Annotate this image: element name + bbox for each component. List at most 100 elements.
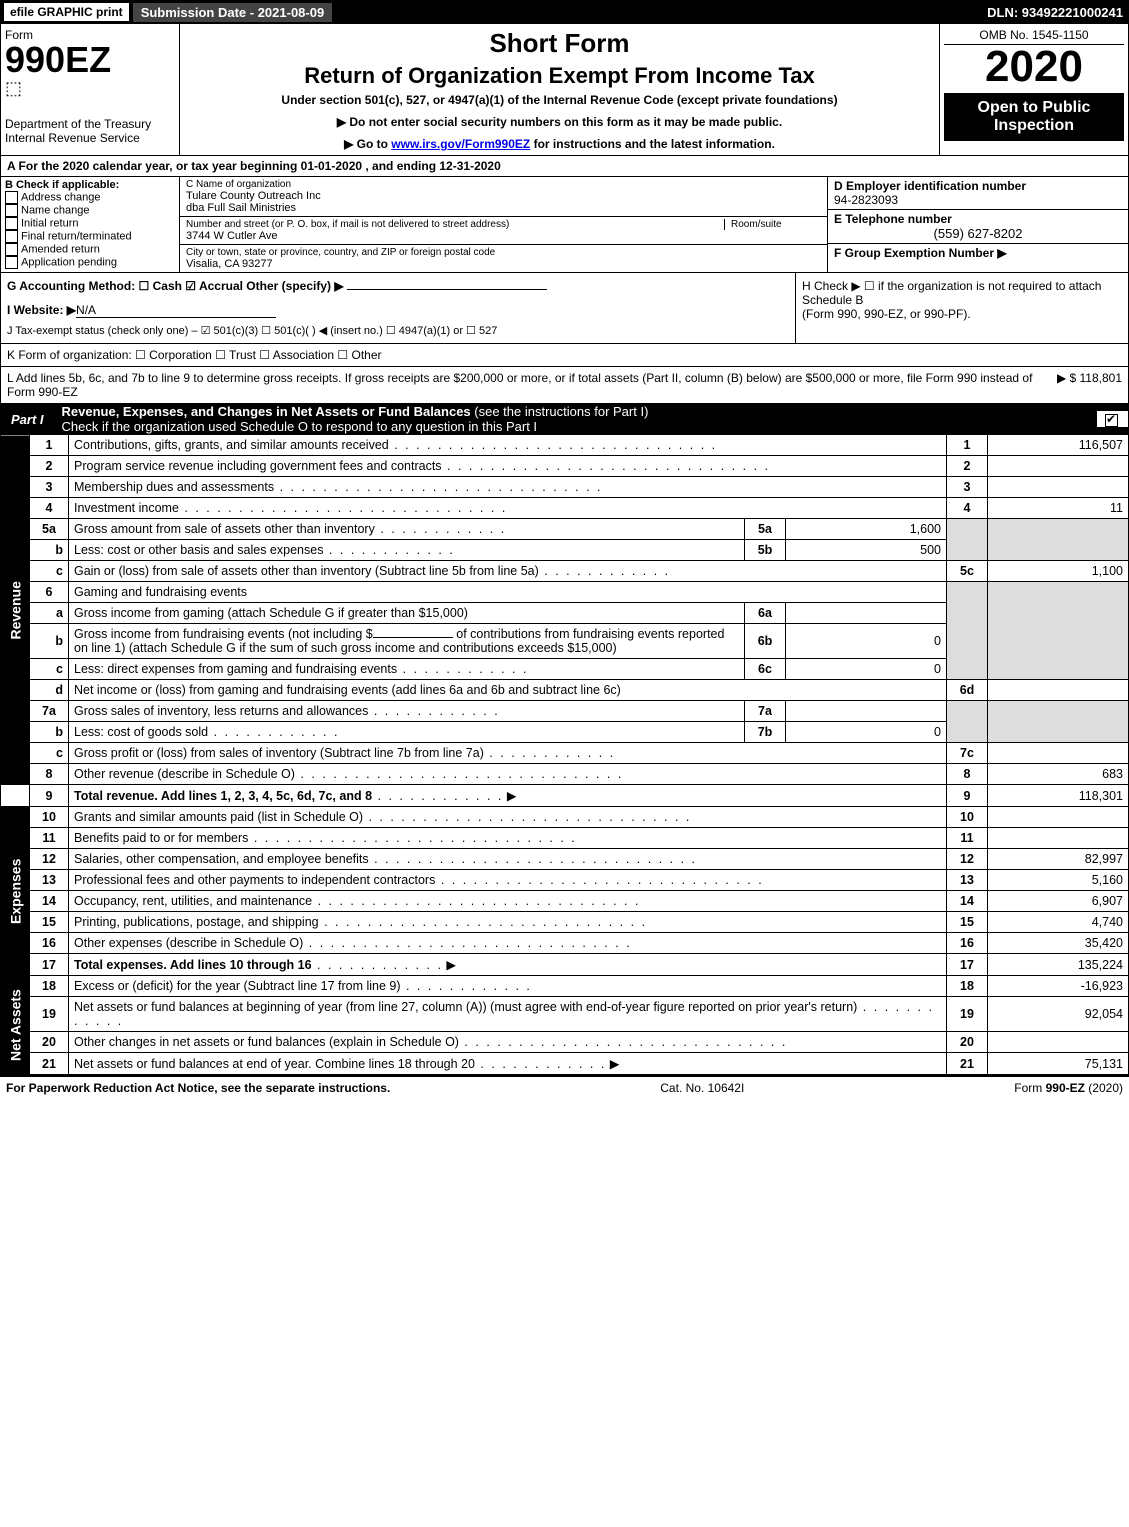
line-4-col: 4: [947, 498, 988, 519]
efile-print-button[interactable]: efile GRAPHIC print: [4, 3, 129, 21]
line-7b-num: b: [30, 722, 69, 743]
check-initial-return[interactable]: [5, 217, 18, 230]
line-1-col: 1: [947, 435, 988, 456]
line-5a-num: 5a: [30, 519, 69, 540]
line-3-desc: Membership dues and assessments: [74, 480, 602, 494]
line-9-num: 9: [30, 785, 69, 807]
ssn-warning: ▶ Do not enter social security numbers o…: [186, 115, 933, 129]
line-17-col: 17: [947, 954, 988, 976]
top-bar: efile GRAPHIC print Submission Date - 20…: [0, 0, 1129, 24]
label-application-pending: Application pending: [21, 256, 117, 268]
line-5c-val: 1,100: [988, 561, 1129, 582]
footer-cat: Cat. No. 10642I: [660, 1081, 744, 1095]
line-6c-iv: 0: [786, 659, 947, 680]
box-b: B Check if applicable: Address change Na…: [1, 177, 180, 272]
line-7b-iv: 0: [786, 722, 947, 743]
check-final-return[interactable]: [5, 230, 18, 243]
tax-year: 2020: [944, 45, 1124, 89]
check-amended-return[interactable]: [5, 243, 18, 256]
line-3-val: [988, 477, 1129, 498]
line-i-label: I Website: ▶: [7, 303, 76, 317]
line-14-desc: Occupancy, rent, utilities, and maintena…: [74, 894, 640, 908]
line-11-col: 11: [947, 828, 988, 849]
line-3-num: 3: [30, 477, 69, 498]
line-16-col: 16: [947, 933, 988, 954]
check-address-change[interactable]: [5, 191, 18, 204]
line-14-num: 14: [30, 891, 69, 912]
line-5b-desc: Less: cost or other basis and sales expe…: [74, 543, 455, 557]
line-4-num: 4: [30, 498, 69, 519]
line-6b-il: 6b: [745, 624, 786, 659]
line-6a-desc: Gross income from gaming (attach Schedul…: [69, 603, 745, 624]
line-18-desc: Excess or (deficit) for the year (Subtra…: [74, 979, 532, 993]
room-suite-label: Room/suite: [724, 219, 821, 230]
box-f-label: F Group Exemption Number ▶: [834, 246, 1007, 260]
dept-treasury: Department of the Treasury: [5, 117, 175, 131]
line-8-num: 8: [30, 764, 69, 785]
line-19-val: 92,054: [988, 997, 1129, 1032]
line-2-val: [988, 456, 1129, 477]
irs-label: Internal Revenue Service: [5, 131, 175, 145]
part-1-header: Part I Revenue, Expenses, and Changes in…: [0, 404, 1129, 435]
line-13-desc: Professional fees and other payments to …: [74, 873, 764, 887]
line-6c-il: 6c: [745, 659, 786, 680]
line-k: K Form of organization: ☐ Corporation ☐ …: [0, 344, 1129, 367]
line-5c-desc: Gain or (loss) from sale of assets other…: [74, 564, 670, 578]
label-amended-return: Amended return: [21, 243, 100, 255]
line-6-desc: Gaming and fundraising events: [69, 582, 947, 603]
line-15-desc: Printing, publications, postage, and shi…: [74, 915, 647, 929]
return-title: Return of Organization Exempt From Incom…: [186, 63, 933, 89]
sidebar-expenses: Expenses: [1, 807, 30, 976]
line-8-desc: Other revenue (describe in Schedule O): [74, 767, 623, 781]
label-name-change: Name change: [21, 204, 90, 216]
line-20-col: 20: [947, 1032, 988, 1053]
part-1-check-text: Check if the organization used Schedule …: [62, 419, 538, 434]
part-1-checkbox[interactable]: [1105, 414, 1118, 427]
line-15-val: 4,740: [988, 912, 1129, 933]
line-20-val: [988, 1032, 1129, 1053]
org-street: 3744 W Cutler Ave: [186, 230, 821, 242]
org-city: Visalia, CA 93277: [186, 258, 821, 270]
line-13-val: 5,160: [988, 870, 1129, 891]
phone-value: (559) 627-8202: [834, 226, 1122, 241]
check-name-change[interactable]: [5, 204, 18, 217]
footer-right: Form 990-EZ (2020): [1014, 1081, 1123, 1095]
box-c: C Name of organization Tulare County Out…: [180, 177, 827, 272]
open-to-public: Open to Public Inspection: [944, 93, 1124, 141]
line-10-val: [988, 807, 1129, 828]
form-header: Form 990EZ ⬚ Department of the Treasury …: [0, 24, 1129, 156]
line-6c-num: c: [30, 659, 69, 680]
line-21-num: 21: [30, 1053, 69, 1075]
line-6-num: 6: [30, 582, 69, 603]
box-b-title: B Check if applicable:: [5, 179, 175, 191]
line-3-col: 3: [947, 477, 988, 498]
line-14-val: 6,907: [988, 891, 1129, 912]
line-21-val: 75,131: [988, 1053, 1129, 1075]
line-h-2: (Form 990, 990-EZ, or 990-PF).: [802, 307, 1122, 321]
line-j: J Tax-exempt status (check only one) – ☑…: [7, 324, 789, 337]
line-6a-il: 6a: [745, 603, 786, 624]
org-name: Tulare County Outreach Inc: [186, 190, 821, 202]
line-12-val: 82,997: [988, 849, 1129, 870]
line-13-num: 13: [30, 870, 69, 891]
line-16-desc: Other expenses (describe in Schedule O): [74, 936, 632, 950]
section-bcdef: B Check if applicable: Address change Na…: [0, 177, 1129, 273]
line-l-text: L Add lines 5b, 6c, and 7b to line 9 to …: [7, 371, 1057, 399]
submission-date: Submission Date - 2021-08-09: [133, 3, 333, 22]
box-c-name-label: C Name of organization: [186, 179, 821, 190]
line-16-val: 35,420: [988, 933, 1129, 954]
section-ghij: G Accounting Method: ☐ Cash ☑ Accrual Ot…: [0, 273, 1129, 344]
org-dba: dba Full Sail Ministries: [186, 202, 821, 214]
line-10-col: 10: [947, 807, 988, 828]
irs-link[interactable]: www.irs.gov/Form990EZ: [391, 137, 530, 151]
line-7b-desc: Less: cost of goods sold: [74, 725, 339, 739]
line-11-desc: Benefits paid to or for members: [74, 831, 577, 845]
line-g: G Accounting Method: ☐ Cash ☑ Accrual Ot…: [7, 279, 344, 293]
line-6d-col: 6d: [947, 680, 988, 701]
check-application-pending[interactable]: [5, 256, 18, 269]
revenue-table: Revenue 1 Contributions, gifts, grants, …: [0, 435, 1129, 1075]
line-15-num: 15: [30, 912, 69, 933]
line-16-num: 16: [30, 933, 69, 954]
line-17-desc: Total expenses. Add lines 10 through 16: [74, 958, 312, 972]
form-number: 990EZ: [5, 42, 175, 78]
